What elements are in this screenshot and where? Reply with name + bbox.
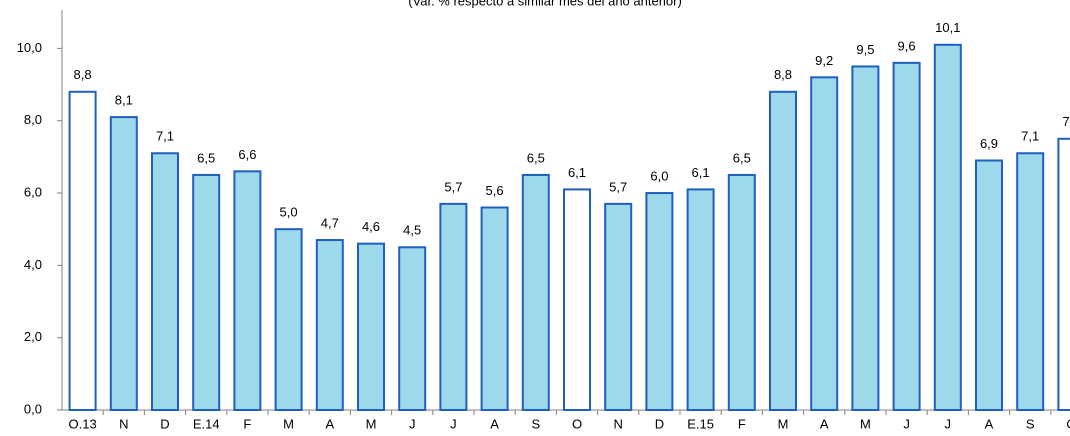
value-label: 6,9 bbox=[980, 136, 998, 151]
value-label: 6,6 bbox=[238, 147, 256, 162]
x-tick-label: M bbox=[860, 416, 871, 431]
value-label: 7,5 bbox=[1062, 114, 1070, 129]
x-tick-label: A bbox=[820, 416, 829, 431]
x-tick-label: N bbox=[119, 416, 128, 431]
value-label: 9,6 bbox=[898, 38, 916, 53]
bar bbox=[192, 173, 221, 411]
bar bbox=[604, 202, 633, 411]
value-label: 6,1 bbox=[568, 165, 586, 180]
value-label: 5,7 bbox=[609, 179, 627, 194]
y-tick-label: 6,0 bbox=[24, 184, 42, 199]
x-tick-label: A bbox=[325, 416, 334, 431]
bar bbox=[274, 228, 303, 411]
bar bbox=[1016, 152, 1045, 411]
value-label: 8,8 bbox=[774, 67, 792, 82]
value-label: 8,1 bbox=[115, 93, 133, 108]
value-label: 7,1 bbox=[156, 129, 174, 144]
x-tick-label: D bbox=[160, 416, 169, 431]
y-tick-label: 8,0 bbox=[24, 112, 42, 127]
value-label: 10,1 bbox=[935, 20, 960, 35]
x-tick-label: E.15 bbox=[687, 416, 714, 431]
value-label: 6,5 bbox=[527, 150, 545, 165]
value-label: 9,5 bbox=[856, 42, 874, 57]
bar bbox=[769, 90, 797, 412]
bar bbox=[1057, 137, 1070, 411]
bar bbox=[975, 159, 1003, 411]
bar bbox=[439, 202, 468, 411]
value-label: 4,7 bbox=[321, 215, 339, 230]
x-tick-label: O bbox=[572, 416, 582, 431]
value-label: 5,6 bbox=[486, 183, 504, 198]
x-tick-label: M bbox=[283, 416, 294, 431]
value-label: 4,5 bbox=[403, 223, 421, 238]
bar bbox=[315, 239, 344, 411]
bar bbox=[398, 246, 427, 411]
bar bbox=[480, 206, 509, 411]
value-label: 7,1 bbox=[1021, 129, 1039, 144]
x-tick-label: N bbox=[614, 416, 623, 431]
bar bbox=[68, 90, 97, 412]
x-tick-label: A bbox=[985, 416, 994, 431]
x-tick-label: S bbox=[531, 416, 540, 431]
value-label: 5,7 bbox=[444, 179, 462, 194]
bar bbox=[563, 188, 591, 411]
x-tick-label: O bbox=[1066, 416, 1070, 431]
value-label: 5,0 bbox=[280, 205, 298, 220]
x-tick-label: S bbox=[1026, 416, 1035, 431]
bar bbox=[645, 192, 674, 411]
value-label: 8,8 bbox=[74, 67, 92, 82]
bar bbox=[233, 170, 262, 411]
bar bbox=[810, 76, 839, 411]
x-tick-label: J bbox=[945, 416, 952, 431]
x-tick-label: J bbox=[409, 416, 416, 431]
value-label: 6,5 bbox=[733, 150, 751, 165]
value-label: 6,0 bbox=[650, 168, 668, 183]
bar bbox=[892, 61, 921, 411]
bar bbox=[151, 152, 179, 411]
value-label: 6,5 bbox=[197, 150, 215, 165]
y-tick-label: 0,0 bbox=[24, 401, 42, 416]
x-tick-label: J bbox=[903, 416, 910, 431]
value-label: 6,1 bbox=[692, 165, 710, 180]
x-tick-label: O.13 bbox=[69, 416, 97, 431]
x-tick-label: M bbox=[778, 416, 789, 431]
value-label: 4,6 bbox=[362, 219, 380, 234]
x-tick-label: D bbox=[655, 416, 664, 431]
bar bbox=[933, 43, 962, 411]
chart-subtitle: (Var. % respecto a similar mes del año a… bbox=[408, 0, 682, 8]
x-tick-label: M bbox=[366, 416, 377, 431]
y-tick-label: 10,0 bbox=[17, 40, 42, 55]
bar bbox=[109, 116, 138, 412]
bar bbox=[686, 188, 715, 411]
bar bbox=[521, 173, 550, 411]
bar bbox=[851, 65, 880, 412]
bar bbox=[357, 242, 385, 411]
x-tick-label: F bbox=[243, 416, 251, 431]
x-tick-label: J bbox=[450, 416, 457, 431]
y-tick-label: 4,0 bbox=[24, 257, 42, 272]
y-tick-label: 2,0 bbox=[24, 329, 42, 344]
value-label: 9,2 bbox=[815, 53, 833, 68]
x-tick-label: E.14 bbox=[193, 416, 220, 431]
bar bbox=[727, 173, 756, 411]
x-tick-label: A bbox=[490, 416, 499, 431]
x-tick-label: F bbox=[738, 416, 746, 431]
